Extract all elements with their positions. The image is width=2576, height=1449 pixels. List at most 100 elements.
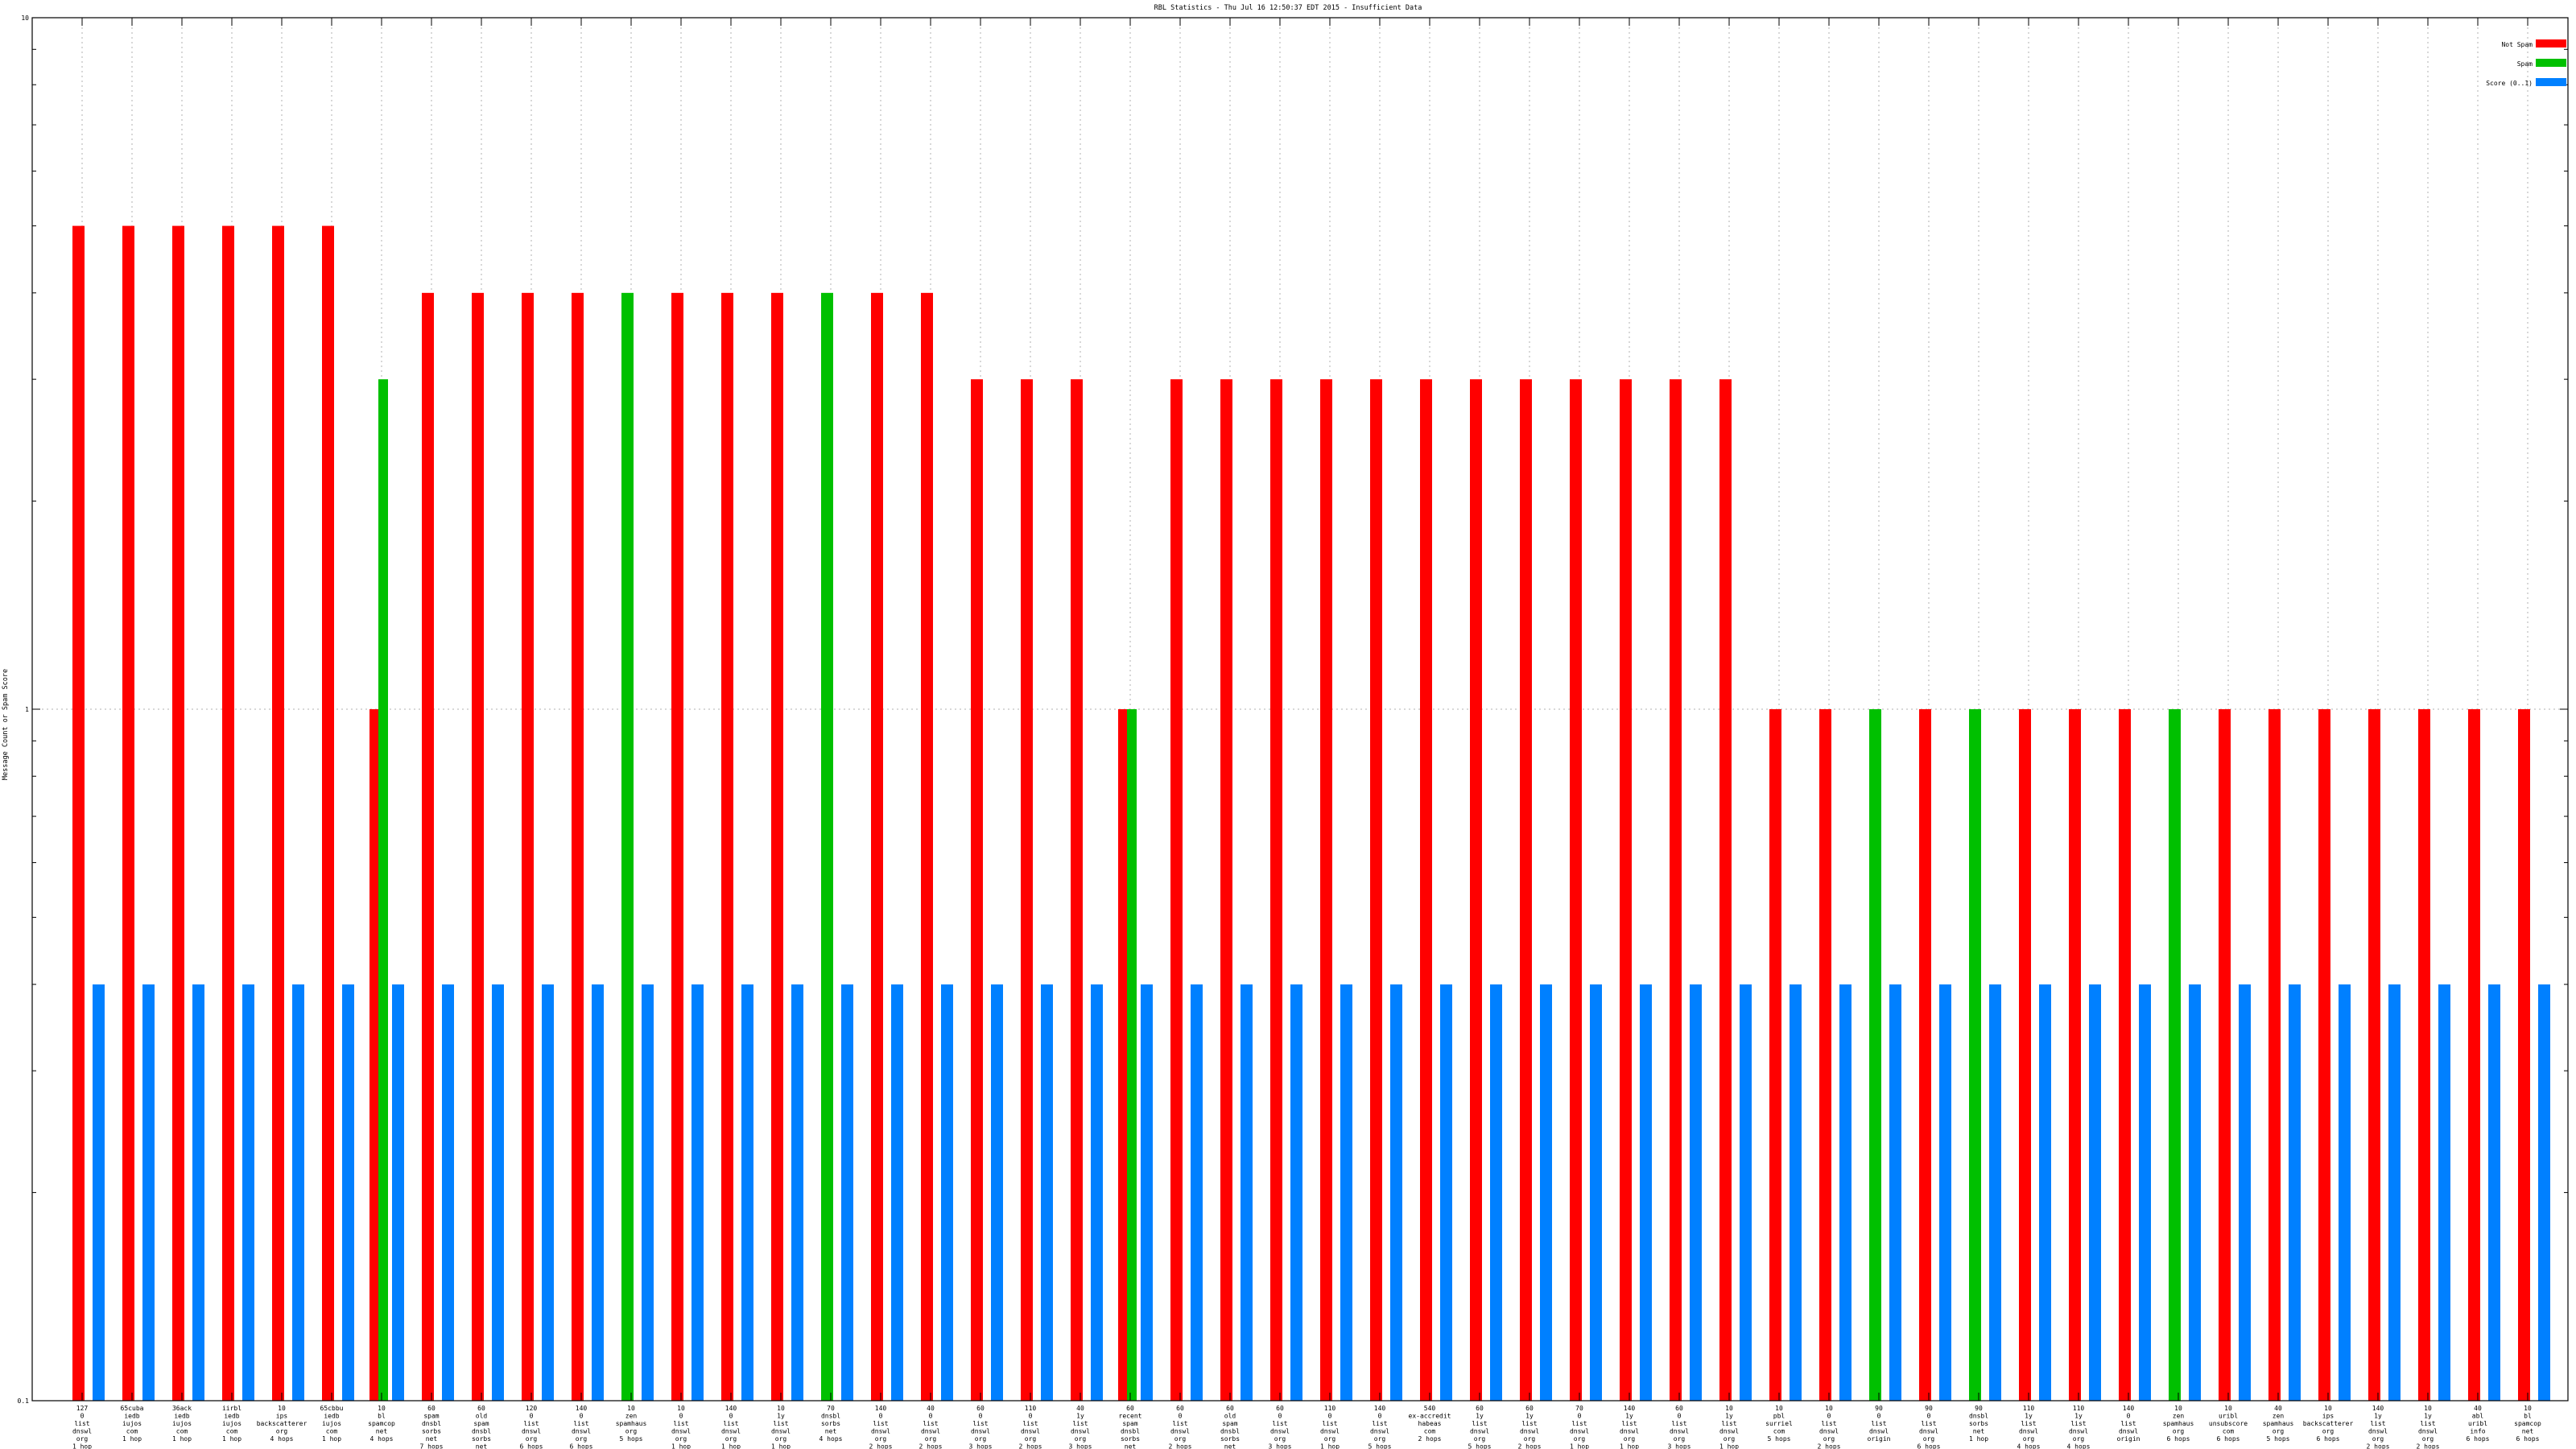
x-tick-label-line: net: [2522, 1428, 2534, 1435]
bar-not-spam: [1769, 709, 1781, 1401]
x-tick-label-line: 0: [1578, 1413, 1582, 1420]
x-tick-label-line: 6 hops: [2167, 1435, 2190, 1443]
x-tick-label-line: 140: [2123, 1405, 2135, 1412]
x-tick-label-line: 1y: [1625, 1413, 1633, 1420]
x-tick-label-line: list: [1571, 1420, 1587, 1427]
legend-swatch: [2536, 78, 2566, 86]
bar-score: [592, 984, 604, 1401]
x-tick-label-line: list: [1821, 1420, 1836, 1427]
x-tick-label-line: 140: [875, 1405, 887, 1412]
x-tick-label-line: 3 hops: [1069, 1443, 1092, 1449]
bar-not-spam: [1520, 379, 1532, 1401]
x-tick-label-line: 6 hops: [570, 1443, 593, 1449]
x-tick-label-line: 2 hops: [919, 1443, 943, 1449]
bar-spam: [1869, 709, 1881, 1401]
x-tick-label-line: recent: [1119, 1413, 1142, 1420]
x-tick-label-line: 3 hops: [1668, 1443, 1691, 1449]
x-tick-label-line: 120: [526, 1405, 538, 1412]
x-tick-label-line: 140: [2372, 1405, 2384, 1412]
x-tick-label-line: list: [1671, 1420, 1686, 1427]
bar-score: [1241, 984, 1253, 1401]
x-tick-label-line: list: [523, 1420, 539, 1427]
x-tick-label-line: org: [625, 1428, 638, 1435]
x-tick-label-line: 1 hop: [122, 1435, 142, 1443]
bar-score: [1590, 984, 1602, 1401]
bar-score: [1740, 984, 1752, 1401]
x-tick-label-line: dnswl: [1071, 1428, 1090, 1435]
bar-score: [1191, 984, 1203, 1401]
x-tick-label-line: 0: [1877, 1413, 1881, 1420]
x-tick-label-line: list: [1521, 1420, 1537, 1427]
legend-swatch: [2536, 39, 2566, 47]
x-tick-label-line: 70: [1575, 1405, 1583, 1412]
x-tick-label-line: 10: [278, 1405, 286, 1412]
bar-spam: [1969, 709, 1981, 1401]
bar-score: [1440, 984, 1452, 1401]
x-tick-label-line: 1y: [2074, 1413, 2083, 1420]
bar-score: [642, 984, 654, 1401]
x-tick-label-line: 4 hops: [819, 1435, 843, 1443]
x-tick-label-line: abl: [2472, 1413, 2484, 1420]
x-tick-label-line: list: [2021, 1420, 2036, 1427]
x-tick-label-line: 140: [1374, 1405, 1386, 1412]
axes: 0.1 1 10: [18, 14, 2569, 1405]
x-tick-label-line: dnswl: [1819, 1428, 1839, 1435]
x-tick-label-line: 3 hops: [969, 1443, 993, 1449]
x-tick-label-line: dnswl: [1719, 1428, 1739, 1435]
bar-score: [442, 984, 454, 1401]
bar-not-spam: [1819, 709, 1831, 1401]
bar-score: [691, 984, 704, 1401]
bar-score: [1091, 984, 1103, 1401]
x-tick-label-line: 10: [378, 1405, 386, 1412]
x-tick-label-line: 6 hops: [1918, 1443, 1941, 1449]
x-tick-label-line: dnsbl: [1220, 1428, 1240, 1435]
x-tick-label-line: org: [2073, 1435, 2085, 1443]
bar-score: [791, 984, 803, 1401]
bar-spam: [378, 379, 388, 1401]
x-tick-label-line: 110: [2023, 1405, 2035, 1412]
x-tick-label-line: dnswl: [72, 1428, 92, 1435]
x-tick-label-line: 1y: [777, 1413, 785, 1420]
bar-score: [2339, 984, 2351, 1401]
bar-not-spam: [2119, 709, 2131, 1401]
x-tick-label-line: list: [2370, 1420, 2385, 1427]
x-tick-label-line: dnswl: [2019, 1428, 2038, 1435]
x-tick-label-line: org: [1025, 1435, 1037, 1443]
x-tick-label-line: 1 hop: [721, 1443, 741, 1449]
bar-not-spam: [2418, 709, 2430, 1401]
x-tick-label-line: old: [1224, 1413, 1236, 1420]
x-tick-label-line: spamhaus: [616, 1420, 647, 1427]
x-tick-label-line: org: [1674, 1435, 1686, 1443]
x-tick-label-line: pbl: [1773, 1413, 1785, 1420]
x-tick-label-line: dnswl: [1670, 1428, 1689, 1435]
bar-not-spam: [122, 225, 134, 1402]
bar-not-spam: [1118, 709, 1127, 1401]
x-tick-label-line: info: [2470, 1428, 2485, 1435]
x-tick-label-line: dnswl: [721, 1428, 741, 1435]
x-tick-label-line: org: [1274, 1435, 1286, 1443]
x-tick-label-line: list: [1372, 1420, 1387, 1427]
x-tick-label-line: 0: [80, 1413, 85, 1420]
x-tick-label-line: com: [1424, 1428, 1436, 1435]
x-tick-label-line: 1y: [1076, 1413, 1084, 1420]
x-tick-label-line: 110: [2073, 1405, 2085, 1412]
bar-not-spam: [1270, 379, 1282, 1401]
x-tick-label-line: iirbl: [222, 1405, 242, 1412]
bar-score: [2189, 984, 2201, 1401]
bar-score: [1989, 984, 2001, 1401]
x-tick-label-line: net: [376, 1428, 388, 1435]
x-tick-label-line: org: [1174, 1435, 1187, 1443]
bar-score: [1141, 984, 1153, 1401]
x-tick-label-line: dnswl: [1170, 1428, 1190, 1435]
x-tick-label-line: 5 hops: [2267, 1435, 2290, 1443]
x-tick-label-line: list: [873, 1420, 888, 1427]
x-tick-label-line: uribl: [2219, 1413, 2238, 1420]
x-tick-label-line: dnswl: [522, 1428, 541, 1435]
legend-entry-label: Not Spam: [2501, 41, 2533, 48]
x-tick-label-line: 0: [929, 1413, 933, 1420]
x-tick-label-line: 10: [627, 1405, 635, 1412]
x-tick-label-line: com: [176, 1428, 188, 1435]
x-tick-label-line: 40: [927, 1405, 935, 1412]
